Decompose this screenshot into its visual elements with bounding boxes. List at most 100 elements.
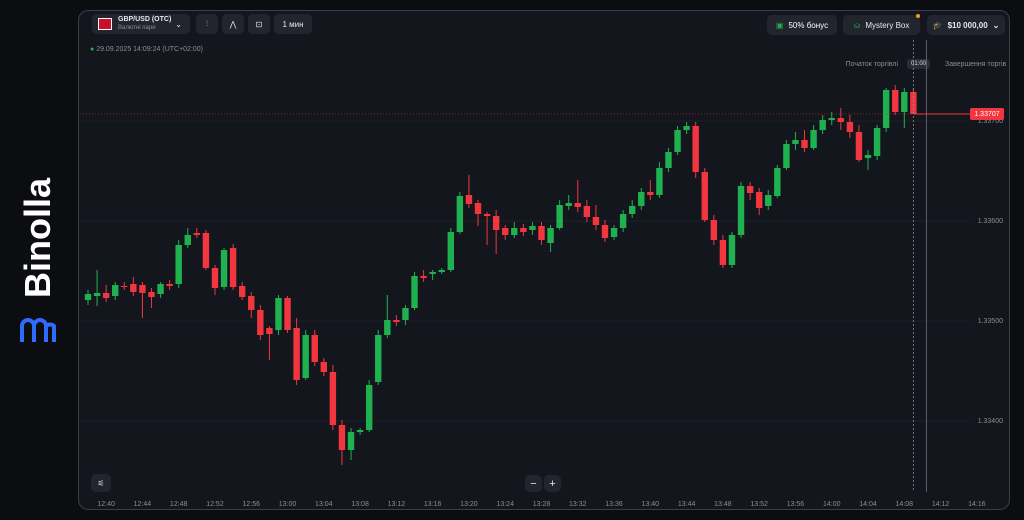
- candle-body: [229, 248, 237, 287]
- candle-body: [356, 430, 364, 432]
- datetime-text: 29.09.2025 14:09:24 (UTC+02:00): [96, 46, 204, 53]
- x-tick-label: 13:08: [351, 501, 369, 508]
- timer: 01:00: [907, 59, 931, 69]
- candle-body: [220, 250, 228, 287]
- timeframe-button[interactable]: 1 мин: [274, 14, 312, 34]
- candle-body: [864, 155, 872, 158]
- candle-body: [792, 140, 799, 144]
- candle-body: [248, 296, 255, 310]
- brand-logo: [20, 318, 56, 342]
- candle-body: [583, 206, 591, 217]
- zoom-in-button[interactable]: +: [544, 475, 561, 492]
- candle-body: [538, 226, 545, 240]
- candle-body: [855, 132, 863, 160]
- y-tick-label: 1.33400: [978, 418, 1003, 425]
- candle-body: [121, 286, 128, 287]
- candle-body: [837, 118, 845, 122]
- candle-body: [901, 92, 908, 112]
- datetime: ● 29.09.2025 14:09:24 (UTC+02:00): [90, 46, 204, 53]
- pair-name: GBP/USD (OTC): [118, 16, 172, 23]
- candle-body: [819, 120, 826, 130]
- candle-body: [266, 328, 273, 334]
- candle-body: [674, 130, 681, 152]
- x-tick-label: 12:52: [206, 501, 224, 508]
- candle-body: [565, 203, 572, 206]
- mystery-box-button[interactable]: ⛀ Mystery Box: [843, 15, 920, 35]
- candle-body: [665, 152, 672, 168]
- candle-body: [556, 205, 563, 228]
- candle-body: [411, 276, 418, 308]
- candle-body: [683, 126, 690, 130]
- bonus-button[interactable]: ▣ 50% бонус: [767, 15, 837, 35]
- balance-button[interactable]: 🎓 $10 000,00 ⌄: [927, 15, 1005, 35]
- candle-body: [828, 118, 835, 120]
- candle-body: [329, 372, 337, 425]
- drawing-button[interactable]: ⊡: [248, 14, 270, 34]
- dropdown-arrow: ⌄: [175, 19, 182, 29]
- candle-body: [284, 298, 291, 330]
- candle-body: [483, 214, 491, 216]
- price-badge: [970, 108, 1004, 120]
- candle-body: [783, 144, 790, 168]
- candle-body: [238, 286, 246, 297]
- x-tick-label: 12:56: [242, 501, 260, 508]
- candle-body: [293, 328, 300, 380]
- candle-body: [592, 217, 600, 225]
- x-tick-label: 13:32: [569, 501, 587, 508]
- candle-body: [102, 293, 110, 298]
- zoom-out-button[interactable]: −: [525, 475, 542, 492]
- candle-body: [710, 220, 718, 240]
- price-label: 1.33707: [974, 111, 999, 118]
- y-tick-label: 1.33700: [978, 118, 1003, 125]
- candle-body: [275, 298, 282, 330]
- candle-body: [347, 432, 355, 450]
- x-tick-label: 14:00: [823, 501, 841, 508]
- candle-body: [910, 92, 917, 114]
- indicators-button[interactable]: ⋀: [222, 14, 244, 34]
- candle-body: [755, 192, 763, 208]
- candle-body: [375, 335, 382, 382]
- candle-body: [175, 245, 182, 284]
- x-tick-label: 13:28: [533, 501, 551, 508]
- candle-body: [810, 130, 817, 148]
- candle-body: [701, 172, 708, 220]
- x-tick-label: 13:40: [642, 501, 660, 508]
- candle-body: [529, 226, 536, 230]
- x-tick-label: 12:48: [170, 501, 188, 508]
- x-tick-label: 13:12: [388, 501, 406, 508]
- candle-body: [574, 203, 581, 207]
- candle-body: [384, 320, 391, 335]
- candle-body: [166, 284, 173, 286]
- candle-body: [157, 284, 164, 294]
- x-tick-label: 13:24: [496, 501, 514, 508]
- candle-body: [638, 192, 645, 206]
- x-tick-label: 12:40: [97, 501, 115, 508]
- candle-body: [765, 195, 772, 206]
- candle-body: [257, 310, 264, 335]
- x-tick-label: 13:04: [315, 501, 333, 508]
- notification-dot: [916, 14, 920, 18]
- pair-selector[interactable]: GBP/USD (OTC) Валютні пари ⌄: [92, 14, 190, 34]
- balance-label: $10 000,00: [947, 20, 988, 30]
- y-tick-label: 1.33600: [978, 218, 1003, 225]
- candle-body: [774, 168, 781, 196]
- candle-body: [511, 228, 518, 235]
- candle-body: [393, 320, 400, 322]
- chart-type-button[interactable]: ⫶: [196, 14, 218, 34]
- candle-body: [492, 216, 500, 230]
- candle-body: [474, 203, 482, 214]
- candle-body: [84, 294, 92, 300]
- x-tick-label: 13:20: [460, 501, 478, 508]
- candle-body: [892, 90, 899, 112]
- candle-body: [193, 233, 201, 235]
- candle-body: [93, 293, 101, 296]
- candle-body: [873, 128, 881, 156]
- x-tick-label: 14:16: [968, 501, 986, 508]
- settings-button[interactable]: ⚟: [91, 474, 111, 492]
- candle-body: [130, 284, 137, 292]
- candle-body: [728, 235, 736, 265]
- candle-body: [610, 228, 618, 237]
- candle-body: [139, 285, 146, 293]
- candle-body: [502, 228, 509, 235]
